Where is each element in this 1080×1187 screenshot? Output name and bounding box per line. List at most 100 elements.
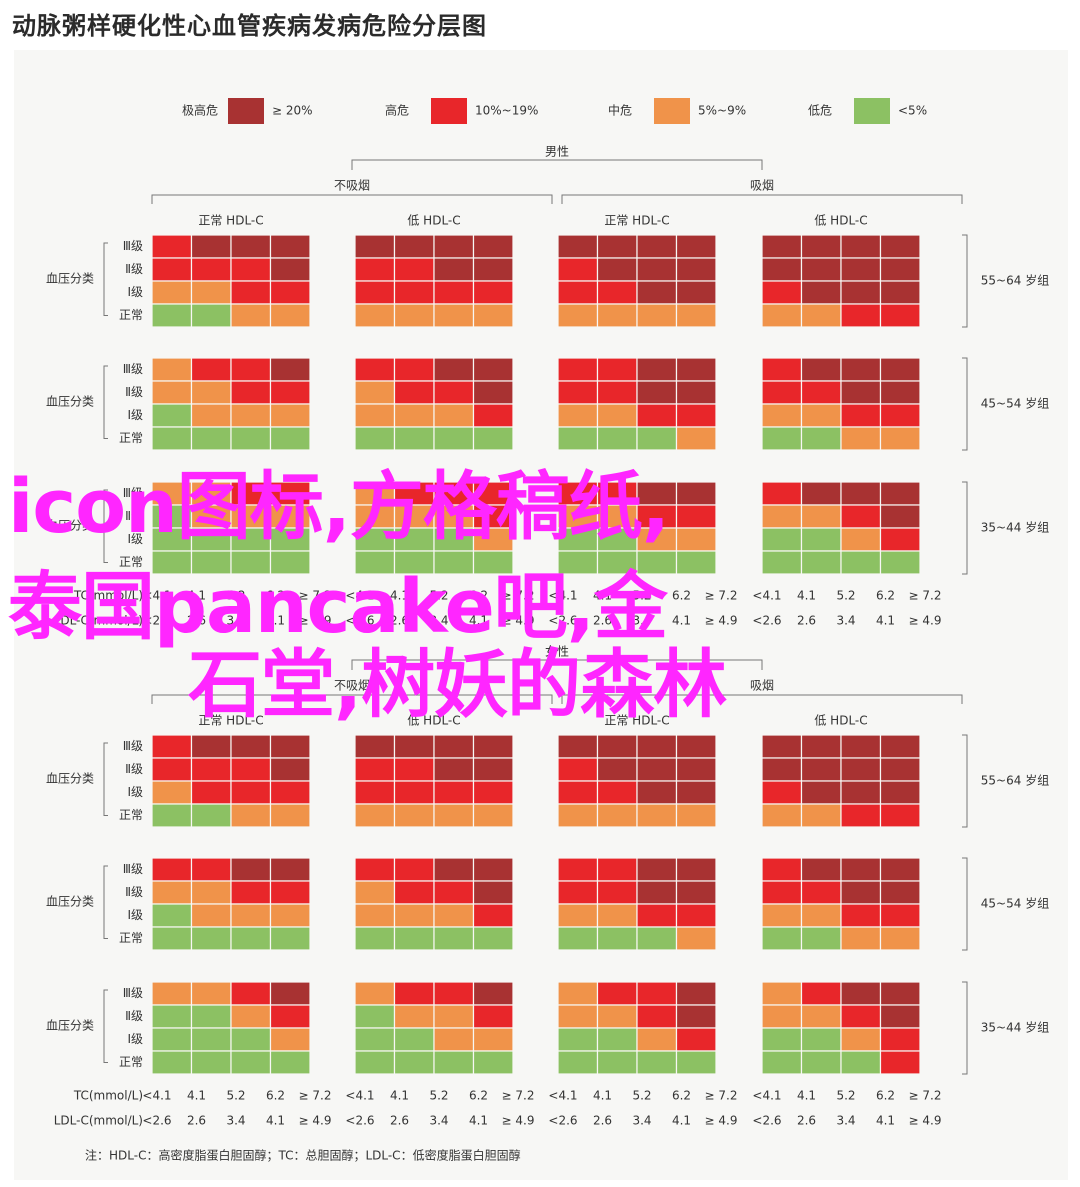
risk-cell [557,981,599,1006]
risk-cell [596,234,638,259]
risk-cell [269,757,311,782]
legend-label: 高危 [385,103,409,118]
risk-cell [840,780,882,805]
risk-cell [433,1050,475,1075]
tc-tick-label: ≥ 7.2 [299,589,332,603]
risk-cell [393,1004,435,1029]
risk-cell [269,1004,311,1029]
risk-cell [151,757,193,782]
smoking-bracket-left [561,694,857,704]
risk-cell [800,234,842,259]
risk-cell [151,280,193,305]
risk-cell [761,527,803,552]
bp-row-label: Ⅰ级 [127,532,143,546]
risk-cell [840,857,882,882]
risk-cell [269,257,311,282]
risk-cell [800,550,842,575]
risk-cell [433,981,475,1006]
bp-row-label: Ⅰ级 [127,285,143,299]
risk-cell [557,803,599,828]
bp-row-label: 正常 [119,308,143,322]
risk-cell [675,403,717,428]
tc-tick-label: 4.1 [187,1089,206,1103]
tc-tick-label: 6.2 [469,589,488,603]
tc-tick-label: 5.2 [226,1089,245,1103]
risk-cell [636,857,678,882]
ldl-tick-label: 4.1 [266,614,285,628]
risk-cell [190,903,232,928]
risk-cell [800,803,842,828]
risk-cell [354,280,396,305]
risk-cell [230,857,272,882]
smoking-header: 吸烟 [750,679,774,693]
ldl-tick-label: <2.6 [548,614,577,628]
sex-bracket [351,159,763,170]
risk-cell [675,981,717,1006]
risk-cell [675,926,717,951]
risk-cell [472,280,514,305]
tc-tick-label: 5.2 [226,589,245,603]
risk-cell [393,926,435,951]
ldl-tick-label: <2.6 [345,614,374,628]
risk-cell [800,1027,842,1052]
tc-axis-label: TC(mmol/L) [73,589,143,603]
risk-cell [393,803,435,828]
tc-tick-label: 4.1 [390,589,409,603]
bp-axis-label: 血压分类 [46,1019,94,1033]
risk-cell [190,234,232,259]
risk-cell [761,403,803,428]
bp-row-label: Ⅰ级 [127,908,143,922]
risk-cell [269,734,311,759]
risk-cell [596,734,638,759]
ldl-tick-label: 4.1 [266,1114,285,1128]
risk-cell [433,903,475,928]
risk-cell [393,734,435,759]
risk-cell [393,1027,435,1052]
risk-cell [269,1050,311,1075]
tc-tick-label: 4.1 [797,1089,816,1103]
risk-cell [879,257,921,282]
risk-cell [879,234,921,259]
risk-cell [230,1027,272,1052]
hdl-header: 正常 HDL-C [604,714,669,728]
risk-cell [190,426,232,451]
bp-axis-label: 血压分类 [46,772,94,786]
age-group-label: 55~64 岁组 [981,273,1049,288]
tc-tick-label: 5.2 [632,589,651,603]
risk-cell [269,926,311,951]
risk-cell [840,504,882,529]
risk-cell [557,857,599,882]
risk-cell [393,234,435,259]
hdl-header: 正常 HDL-C [198,214,263,228]
risk-cell [840,803,882,828]
risk-cell [269,303,311,328]
ldl-tick-label: 3.4 [632,614,651,628]
hdl-header: 正常 HDL-C [604,214,669,228]
hdl-header: 低 HDL-C [407,714,460,728]
legend-label: 低危 [808,104,832,118]
risk-cell [761,280,803,305]
bp-axis-label: 血压分类 [46,395,94,409]
risk-cell [879,803,921,828]
risk-cell [800,903,842,928]
risk-cell [761,550,803,575]
risk-cell [269,403,311,428]
smoking-bracket-right [447,194,553,204]
tc-tick-label: ≥ 7.2 [909,589,942,603]
legend-range: 10%~19% [475,104,538,118]
risk-cell [230,380,272,405]
risk-cell [840,380,882,405]
ldl-tick-label: <2.6 [142,614,171,628]
risk-cell [800,481,842,506]
risk-cell [269,857,311,882]
risk-cell [433,426,475,451]
risk-cell [230,234,272,259]
risk-cell [151,257,193,282]
risk-cell [675,504,717,529]
risk-cell [840,234,882,259]
legend-swatch [431,98,467,124]
risk-cell [879,757,921,782]
risk-cell [840,926,882,951]
risk-cell [761,926,803,951]
risk-cell [800,303,842,328]
